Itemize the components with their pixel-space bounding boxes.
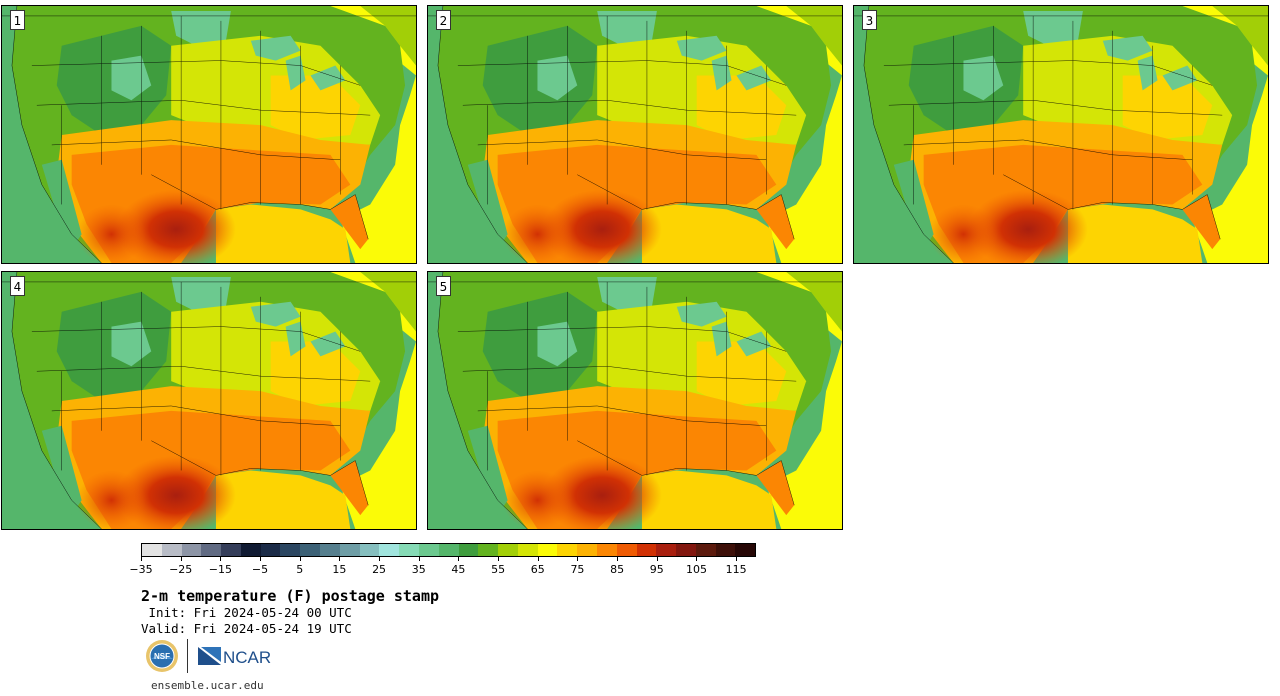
colorbar-swatch: [577, 544, 597, 556]
colorbar-swatch: [557, 544, 578, 556]
colorbar-swatch: [201, 544, 222, 556]
colorbar-swatch: [280, 544, 301, 556]
website-link[interactable]: ensemble.ucar.edu: [151, 679, 264, 692]
colorbar-swatch: [300, 544, 321, 556]
colorbar-tick-label: 105: [685, 563, 707, 576]
colorbar-swatch: [616, 544, 637, 556]
init-time-text: Init: Fri 2024-05-24 00 UTC: [141, 605, 352, 620]
colorbar-swatch: [181, 544, 202, 556]
colorbar-tick-label: 65: [530, 563, 545, 576]
colorbar: [141, 543, 756, 557]
colorbar-tick: [537, 557, 539, 561]
colorbar-swatch: [478, 544, 499, 556]
colorbar-tick: [180, 557, 182, 561]
temperature-map-4: [2, 272, 416, 529]
colorbar-ticks: −35 −25 −15 −5 5 15 25 35 45 55 65 75 85 95 105 115: [129, 557, 756, 577]
colorbar-tick-label: −35: [129, 563, 153, 576]
colorbar-tick: [260, 557, 262, 561]
colorbar-tick-label: 75: [570, 563, 585, 576]
panel-number-label: 3: [862, 10, 877, 30]
colorbar-tick: [617, 557, 619, 561]
temperature-map-1: [2, 6, 416, 263]
colorbar-tick-label: 25: [372, 563, 387, 576]
postage-stamp-panel-4[interactable]: 4: [1, 271, 417, 530]
colorbar-swatch: [735, 544, 756, 556]
colorbar-swatch: [636, 544, 657, 556]
colorbar-tick-label: 95: [649, 563, 664, 576]
colorbar-tick: [696, 557, 698, 561]
colorbar-swatch: [359, 544, 380, 556]
logo-divider: [187, 639, 188, 673]
colorbar-swatch: [161, 544, 182, 556]
plot-title: 2-m temperature (F) postage stamp: [141, 587, 440, 605]
colorbar-swatch: [142, 544, 162, 556]
ncar-logo-text: NCAR: [223, 648, 271, 667]
colorbar-tick: [141, 557, 142, 561]
colorbar-tick-label: −5: [251, 563, 269, 576]
colorbar-swatch: [458, 544, 479, 556]
colorbar-swatch: [498, 544, 518, 556]
colorbar-tick-label: 15: [332, 563, 347, 576]
colorbar-tick: [577, 557, 579, 561]
colorbar-swatch: [240, 544, 261, 556]
colorbar-swatch: [379, 544, 400, 556]
colorbar-swatch: [339, 544, 360, 556]
postage-stamp-panel-3[interactable]: 3: [853, 5, 1269, 264]
colorbar-tick: [379, 557, 381, 561]
colorbar-tick-label: 35: [411, 563, 426, 576]
colorbar-tick: [418, 557, 420, 561]
colorbar-swatch: [399, 544, 419, 556]
nsf-logo-text: NSF: [154, 652, 170, 661]
colorbar-tick: [299, 557, 301, 561]
colorbar-swatch: [260, 544, 281, 556]
panel-number-label: 5: [436, 276, 451, 296]
colorbar-swatch: [537, 544, 558, 556]
colorbar-tick: [736, 557, 738, 561]
colorbar-tick: [656, 557, 658, 561]
ncar-logo-icon: NCAR: [198, 647, 271, 667]
colorbar-swatch: [320, 544, 340, 556]
colorbar-tick: [339, 557, 341, 561]
temperature-map-3: [854, 6, 1268, 263]
colorbar-tick-label: 85: [610, 563, 625, 576]
temperature-map-5: [428, 272, 842, 529]
colorbar-swatch: [656, 544, 677, 556]
colorbar-swatch: [695, 544, 716, 556]
colorbar-tick: [220, 557, 222, 561]
colorbar-tick-label: 55: [491, 563, 506, 576]
panel-number-label: 2: [436, 10, 451, 30]
colorbar-tick-label: 115: [725, 563, 747, 576]
temperature-map-2: [428, 6, 842, 263]
colorbar-swatch: [596, 544, 617, 556]
postage-stamp-panel-1[interactable]: 1: [1, 5, 417, 264]
valid-time-text: Valid: Fri 2024-05-24 19 UTC: [141, 621, 352, 636]
colorbar-swatch: [221, 544, 241, 556]
colorbar-tick-label: 5: [296, 563, 304, 576]
colorbar-swatch: [676, 544, 696, 556]
colorbar-swatch: [438, 544, 459, 556]
panel-number-label: 4: [10, 276, 25, 296]
colorbar-tick: [498, 557, 500, 561]
colorbar-tick-label: −15: [208, 563, 232, 576]
colorbar-swatch: [418, 544, 439, 556]
colorbar-swatch: [517, 544, 538, 556]
colorbar-tick-label: 45: [451, 563, 466, 576]
colorbar-tick: [458, 557, 460, 561]
panel-number-label: 1: [10, 10, 25, 30]
colorbar-swatch: [715, 544, 736, 556]
postage-stamp-panel-5[interactable]: 5: [427, 271, 843, 530]
nsf-logo-icon: NSF: [146, 640, 178, 672]
colorbar-tick-label: −25: [169, 563, 193, 576]
postage-stamp-panel-2[interactable]: 2: [427, 5, 843, 264]
